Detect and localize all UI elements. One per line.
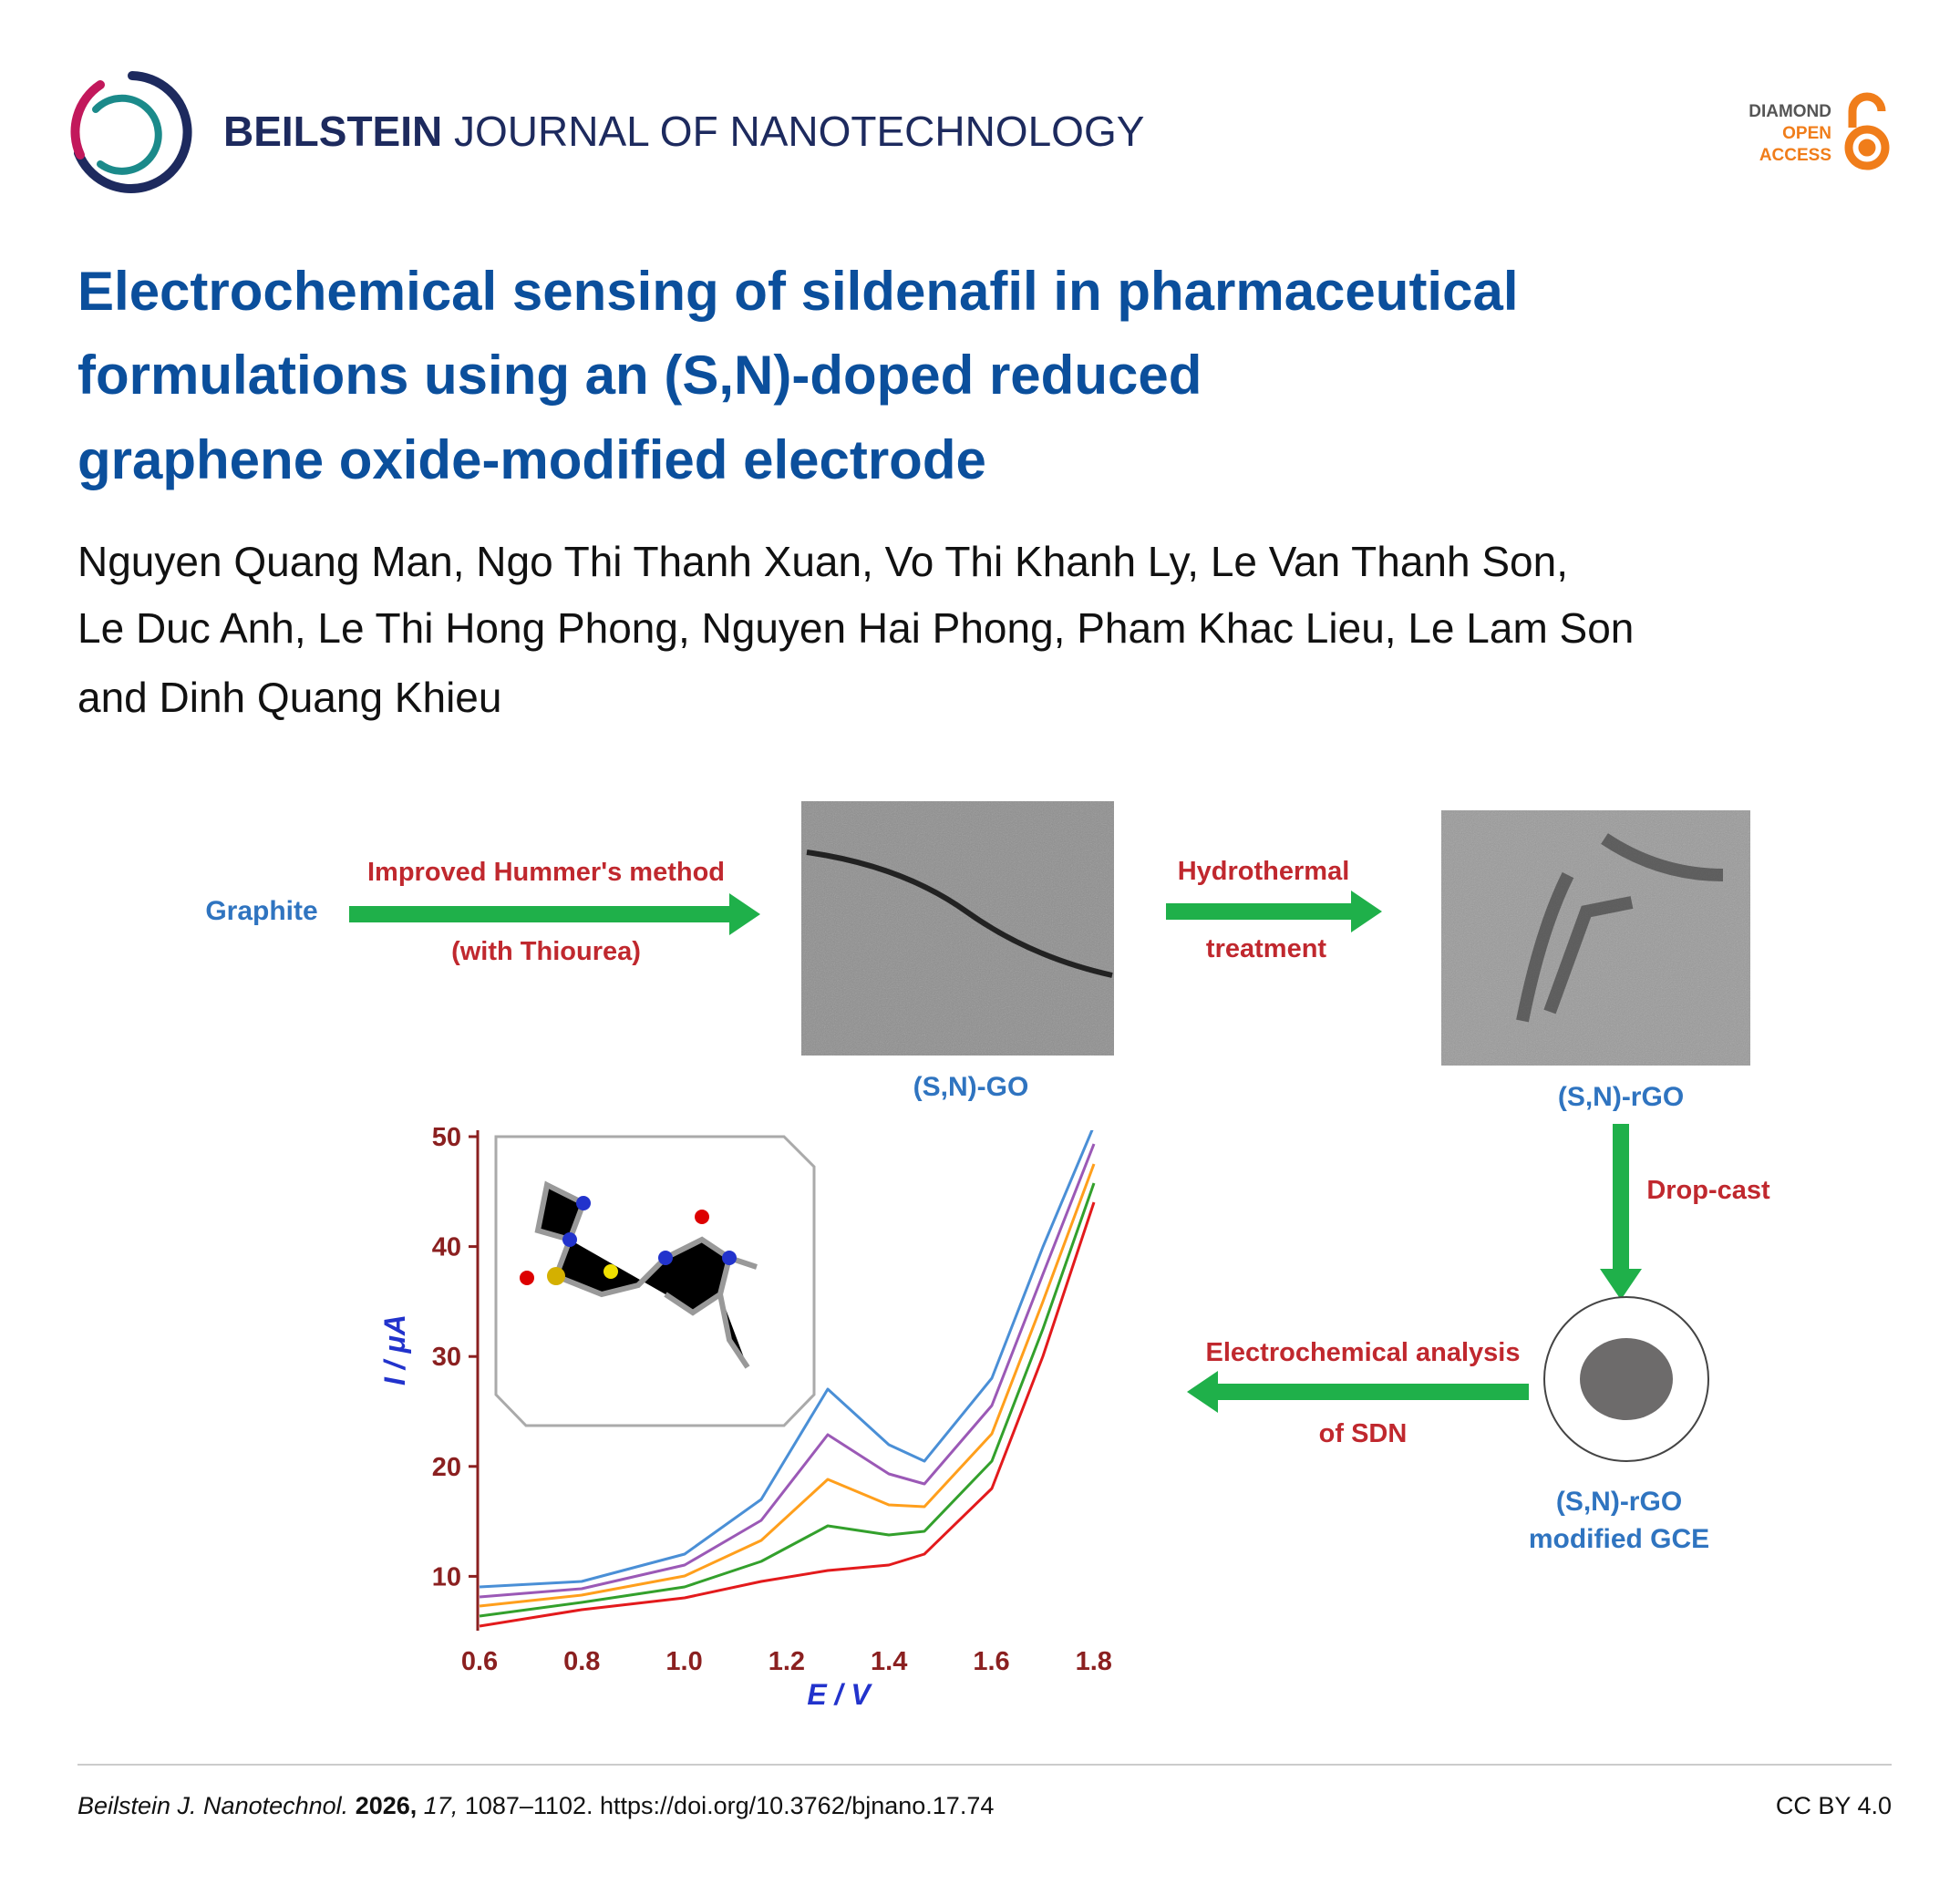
y-ticks: 50 40 30 20 10	[432, 1123, 478, 1591]
y-axis-label: I / μA	[378, 1314, 411, 1385]
year: 2026,	[356, 1792, 418, 1819]
journal-rest: JOURNAL OF NANOTECHNOLOGY	[454, 108, 1144, 155]
authors: Nguyen Quang Man, Ngo Thi Thanh Xuan, Vo…	[77, 538, 1568, 585]
x-ticks: 0.6 0.8 1.0 1.2 1.4 1.6 1.8	[461, 1647, 1112, 1676]
arrow	[349, 893, 760, 935]
y-tick-label: 30	[432, 1343, 461, 1372]
arrow	[1600, 1124, 1642, 1300]
badge-text: DIAMOND	[1749, 102, 1831, 121]
title: formulations using an (S,N)-doped reduce…	[77, 345, 1202, 406]
x-tick-label: 1.8	[1076, 1647, 1112, 1676]
label: Hydrothermal	[1178, 857, 1350, 886]
x-tick-label: 1.6	[973, 1647, 1009, 1676]
title: Electrochemical sensing of sildenafil in…	[77, 261, 1519, 322]
title: graphene oxide-modified electrode	[77, 429, 986, 490]
open-access-icon	[1844, 92, 1890, 170]
y-tick-label: 40	[432, 1233, 461, 1262]
badge-text: OPEN	[1782, 124, 1831, 143]
badge-text: ACCESS	[1759, 146, 1831, 165]
label: treatment	[1206, 934, 1326, 963]
volume: 17,	[424, 1792, 459, 1819]
graphical-abstract: Graphite Improved Hummer's method (with …	[205, 801, 1770, 1711]
arrow	[1187, 1371, 1529, 1413]
label: Graphite	[205, 896, 317, 926]
x-tick-label: 0.8	[563, 1647, 600, 1676]
license: CC BY 4.0	[1776, 1792, 1892, 1819]
label: Improved Hummer's method	[367, 858, 725, 887]
electrode-core	[1580, 1338, 1673, 1420]
label: of SDN	[1319, 1419, 1408, 1448]
label: (S,N)-GO	[913, 1072, 1029, 1102]
label: Drop-cast	[1646, 1176, 1770, 1205]
x-tick-label: 1.2	[769, 1647, 805, 1676]
label: Electrochemical analysis	[1206, 1338, 1521, 1367]
pages: 1087–1102.	[465, 1792, 593, 1819]
tem-image	[801, 801, 1114, 1056]
citation: Beilstein J. Nanotechnol. 2026, 17, 1087…	[77, 1792, 994, 1819]
x-tick-label: 1.4	[871, 1647, 907, 1676]
x-tick-label: 1.0	[665, 1647, 702, 1676]
x-axis-label: E / V	[807, 1678, 872, 1711]
tem-image	[1441, 810, 1750, 1066]
authors: and Dinh Quang Khieu	[77, 674, 501, 721]
journal-bold: BEILSTEIN	[223, 108, 442, 155]
y-tick-label: 50	[432, 1123, 461, 1152]
badge: DIAMOND OPEN ACCESS	[1749, 102, 1831, 165]
label: (S,N)-rGO	[1558, 1082, 1684, 1112]
label: (S,N)-rGO	[1556, 1487, 1682, 1517]
label: (with Thiourea)	[451, 937, 641, 966]
authors: Le Duc Anh, Le Thi Hong Phong, Nguyen Ha…	[77, 604, 1634, 652]
y-tick-label: 10	[432, 1562, 461, 1591]
logo	[70, 71, 192, 193]
arrow	[1166, 891, 1382, 932]
journal-name: BEILSTEIN JOURNAL OF NANOTECHNOLOGY	[223, 108, 1144, 155]
y-tick-label: 20	[432, 1453, 461, 1482]
molecule	[520, 1180, 758, 1369]
doi[interactable]: https://doi.org/10.3762/bjnano.17.74	[600, 1792, 994, 1819]
x-tick-label: 0.6	[461, 1647, 498, 1676]
label: modified GCE	[1529, 1524, 1709, 1554]
journal: Beilstein J. Nanotechnol.	[77, 1792, 348, 1819]
